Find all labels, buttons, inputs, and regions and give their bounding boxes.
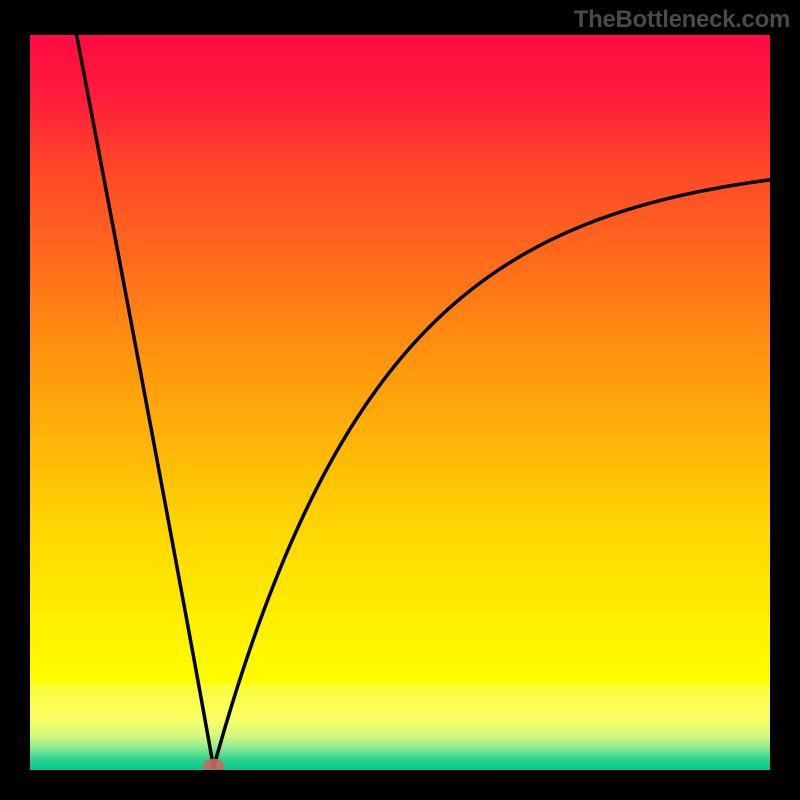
plot-area	[30, 35, 770, 770]
chart-svg	[30, 35, 770, 770]
gradient-background	[30, 35, 770, 770]
watermark-text: TheBottleneck.com	[574, 6, 790, 34]
